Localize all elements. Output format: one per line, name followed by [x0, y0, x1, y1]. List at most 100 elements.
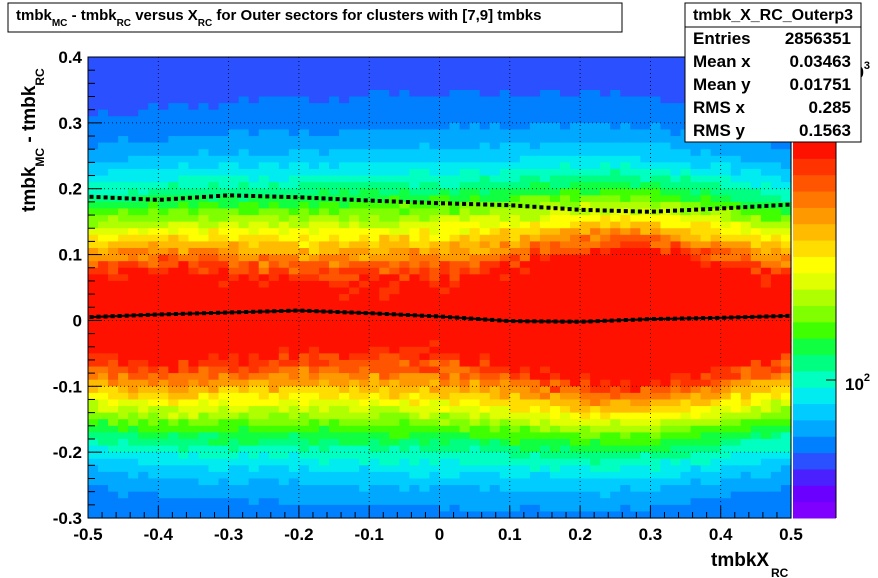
heatmap-cell [108, 307, 119, 315]
heatmap-cell [630, 168, 641, 177]
heatmap-cell [740, 504, 752, 513]
heatmap-cell [730, 294, 742, 302]
heatmap-cell [760, 432, 772, 440]
heatmap-cell [208, 511, 220, 519]
heatmap-cell [88, 386, 99, 394]
heatmap-cell [399, 122, 410, 131]
heatmap-cell [770, 261, 782, 269]
heatmap-cell [308, 162, 320, 170]
heatmap-cell [128, 498, 139, 506]
heatmap-cell [278, 76, 290, 84]
heatmap-cell [168, 142, 179, 150]
heatmap-cell [750, 359, 762, 368]
heatmap-cell [690, 228, 702, 236]
heatmap-cell [449, 346, 461, 354]
heatmap-cell [720, 399, 732, 407]
heatmap-cell [770, 267, 782, 275]
heatmap-cell [369, 399, 380, 407]
heatmap-cell [650, 109, 662, 117]
heatmap-cell [620, 300, 631, 308]
heatmap-cell [760, 307, 772, 315]
heatmap-cell [600, 399, 611, 407]
heatmap-cell [650, 504, 662, 513]
heatmap-cell [188, 491, 200, 499]
heatmap-cell [690, 247, 702, 256]
heatmap-cell [640, 485, 651, 493]
heatmap-cell [128, 419, 139, 427]
heatmap-cell [529, 89, 541, 98]
heatmap-cell [499, 425, 511, 433]
heatmap-cell [660, 327, 672, 335]
heatmap-cell [700, 471, 712, 480]
heatmap-cell [549, 168, 561, 177]
heatmap-cell [560, 392, 571, 401]
heatmap-cell [409, 491, 421, 499]
heatmap-cell [730, 438, 742, 447]
heatmap-cell [148, 327, 159, 335]
heatmap-cell [519, 254, 531, 262]
heatmap-cell [529, 452, 541, 460]
heatmap-cell [248, 485, 260, 493]
heatmap-cell [469, 465, 481, 473]
heatmap-cell [148, 445, 159, 453]
heatmap-cell [509, 168, 521, 177]
heatmap-cell [419, 188, 431, 196]
heatmap-cell [379, 333, 390, 341]
heatmap-cell [248, 346, 260, 354]
heatmap-cell [258, 471, 270, 480]
heatmap-cell [560, 491, 571, 499]
heatmap-cell [519, 438, 531, 447]
heatmap-cell [98, 419, 109, 427]
heatmap-cell [560, 70, 571, 78]
heatmap-cell [740, 149, 752, 157]
heatmap-cell [459, 491, 471, 499]
heatmap-cell [88, 83, 99, 91]
heatmap-cell [108, 445, 119, 453]
heatmap-cell [549, 379, 561, 387]
heatmap-cell [670, 504, 682, 513]
heatmap-cell [218, 96, 230, 104]
heatmap-cell [118, 452, 129, 460]
heatmap-cell [560, 327, 571, 335]
heatmap-cell [218, 399, 230, 407]
heatmap-cell [660, 76, 672, 84]
heatmap-cell [549, 392, 561, 401]
heatmap-cell [690, 445, 702, 453]
heatmap-cell [439, 142, 451, 150]
heatmap-cell [710, 168, 722, 177]
heatmap-cell [610, 386, 621, 394]
heatmap-cell [780, 366, 792, 374]
heatmap-cell [740, 208, 752, 216]
heatmap-cell [670, 498, 682, 506]
heatmap-cell [308, 168, 320, 177]
heatmap-cell [660, 438, 672, 447]
heatmap-cell [389, 274, 400, 282]
heatmap-cell [740, 155, 752, 163]
heatmap-cell [148, 419, 159, 427]
heatmap-cell [118, 195, 129, 203]
heatmap-cell [760, 215, 772, 223]
heatmap-cell [168, 432, 179, 440]
heatmap-cell [640, 399, 651, 407]
heatmap-cell [409, 419, 421, 427]
heatmap-cell [449, 491, 461, 499]
heatmap-cell [700, 261, 712, 269]
heatmap-cell [268, 478, 280, 486]
heatmap-cell [760, 478, 772, 486]
heatmap-cell [409, 70, 421, 78]
heatmap-cell [560, 57, 571, 65]
heatmap-cell [740, 471, 752, 480]
heatmap-cell [620, 129, 631, 137]
heatmap-cell [459, 419, 471, 427]
heatmap-cell [560, 300, 571, 308]
heatmap-cell [168, 485, 179, 493]
heatmap-cell [640, 373, 651, 381]
heatmap-cell [720, 465, 732, 473]
heatmap-cell [248, 261, 260, 269]
heatmap-cell [108, 57, 119, 65]
heatmap-cell [218, 392, 230, 401]
heatmap-cell [479, 96, 491, 104]
heatmap-cell [148, 478, 159, 486]
heatmap-cell [489, 149, 501, 157]
heatmap-cell [750, 155, 762, 163]
